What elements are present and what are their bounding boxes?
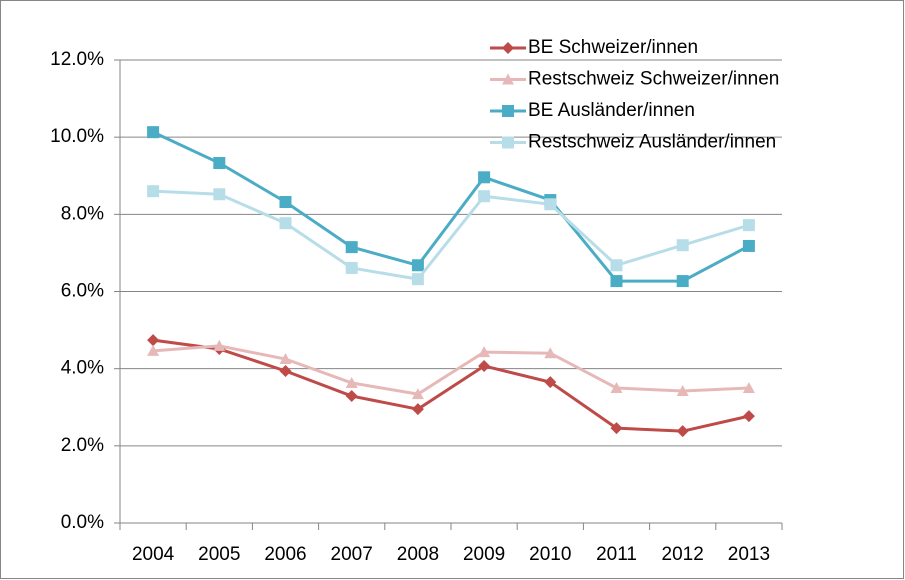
- data-point: [676, 275, 689, 288]
- data-point: [676, 239, 689, 252]
- data-point: [544, 198, 557, 211]
- data-point: [478, 359, 491, 372]
- data-point: [411, 259, 424, 272]
- data-point: [345, 241, 358, 254]
- data-point: [147, 185, 160, 198]
- x-tick-label: 2007: [331, 544, 373, 565]
- y-tick-label: 6.0%: [61, 281, 104, 302]
- y-tick-label: 2.0%: [61, 435, 104, 456]
- data-point: [610, 259, 623, 272]
- x-tick-label: 2009: [463, 544, 505, 565]
- legend-marker: [502, 105, 514, 117]
- y-tick-label: 4.0%: [61, 358, 104, 379]
- data-point: [345, 261, 358, 274]
- data-point: [676, 385, 689, 397]
- data-point: [478, 346, 491, 358]
- y-tick-label: 12.0%: [50, 49, 104, 70]
- data-point: [279, 217, 292, 230]
- x-tick-label: 2004: [132, 544, 175, 565]
- x-tick-label: 2013: [728, 544, 770, 565]
- legend-label: Restschweiz Schweizer/innen: [528, 69, 779, 90]
- legend-label: Restschweiz Ausländer/innen: [528, 132, 776, 153]
- data-point: [279, 364, 292, 377]
- x-tick-label: 2006: [264, 544, 306, 565]
- y-tick-label: 8.0%: [61, 203, 104, 224]
- x-tick-label: 2005: [198, 544, 240, 565]
- legend-marker: [502, 42, 514, 54]
- data-point: [610, 275, 623, 288]
- legend-marker: [502, 73, 514, 85]
- data-point: [742, 410, 755, 423]
- data-point: [411, 273, 424, 286]
- legend-label: BE Ausländer/innen: [528, 100, 695, 121]
- data-point: [213, 157, 226, 170]
- y-tick-label: 0.0%: [61, 512, 104, 533]
- x-tick-label: 2011: [596, 544, 637, 565]
- data-point: [279, 195, 292, 208]
- data-point: [147, 344, 160, 356]
- data-point: [345, 376, 358, 388]
- data-point: [742, 239, 755, 252]
- data-point: [544, 376, 557, 389]
- legend-marker: [502, 136, 514, 149]
- data-point: [742, 219, 755, 232]
- x-tick-label: 2012: [662, 544, 704, 565]
- data-point: [610, 381, 623, 393]
- x-tick-label: 2010: [529, 544, 571, 565]
- data-point: [411, 388, 424, 400]
- data-point: [411, 403, 424, 416]
- data-point: [213, 339, 226, 351]
- data-point: [478, 171, 491, 184]
- y-tick-label: 10.0%: [50, 126, 104, 147]
- data-point: [147, 334, 160, 347]
- data-point: [610, 422, 623, 435]
- data-point: [742, 381, 755, 393]
- data-point: [147, 126, 160, 139]
- data-point: [478, 190, 491, 203]
- data-point: [544, 347, 557, 359]
- data-point: [676, 425, 689, 438]
- series-line: [152, 338, 750, 433]
- data-point: [345, 390, 358, 403]
- x-tick-label: 2008: [397, 544, 439, 565]
- series-line: [152, 344, 749, 396]
- series-line: [153, 189, 750, 281]
- series-line: [152, 130, 750, 283]
- data-point: [279, 353, 292, 365]
- data-point: [213, 188, 226, 201]
- legend-label: BE Schweizer/innen: [528, 37, 698, 58]
